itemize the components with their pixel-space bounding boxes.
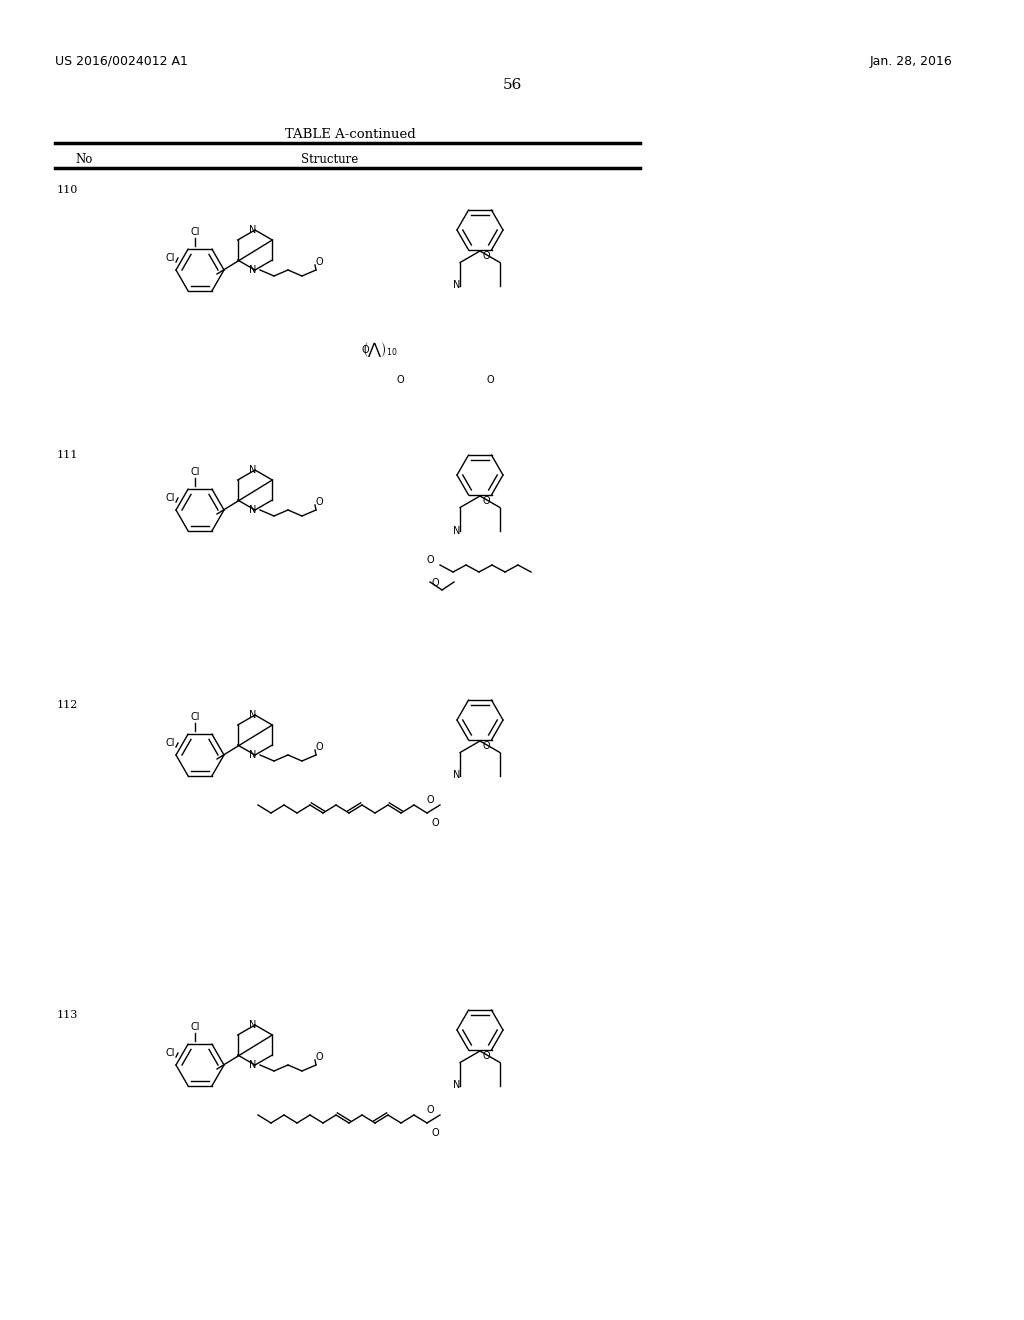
Text: N: N <box>249 465 257 475</box>
Text: O: O <box>315 742 323 752</box>
Text: Cl: Cl <box>165 738 175 748</box>
Text: N: N <box>249 224 257 235</box>
Text: N: N <box>249 265 257 275</box>
Text: O: O <box>482 251 489 261</box>
Text: O: O <box>431 578 439 587</box>
Text: Cl: Cl <box>190 467 200 477</box>
Text: O: O <box>486 375 494 385</box>
Text: N: N <box>454 525 461 536</box>
Text: N: N <box>249 710 257 719</box>
Text: 112: 112 <box>57 700 79 710</box>
Text: Cl: Cl <box>190 1022 200 1032</box>
Text: O: O <box>482 496 489 506</box>
Text: 110: 110 <box>57 185 79 195</box>
Text: No: No <box>75 153 92 166</box>
Text: N: N <box>249 506 257 515</box>
Text: 111: 111 <box>57 450 79 459</box>
Text: O: O <box>426 795 434 805</box>
Text: N: N <box>249 1020 257 1030</box>
Text: O: O <box>315 1052 323 1063</box>
Text: Cl: Cl <box>190 711 200 722</box>
Text: O: O <box>396 375 403 385</box>
Text: N: N <box>249 750 257 760</box>
Text: Structure: Structure <box>301 153 358 166</box>
Text: Cl: Cl <box>165 253 175 263</box>
Text: 113: 113 <box>57 1010 79 1020</box>
Text: N: N <box>454 281 461 290</box>
Text: O: O <box>426 554 434 565</box>
Text: 56: 56 <box>503 78 521 92</box>
Text: N: N <box>249 1060 257 1071</box>
Text: TABLE A-continued: TABLE A-continued <box>285 128 416 141</box>
Text: N: N <box>454 1081 461 1090</box>
Text: $\left(\bigwedge\right)_{10}$: $\left(\bigwedge\right)_{10}$ <box>362 341 397 359</box>
Text: O: O <box>315 257 323 267</box>
Text: O: O <box>431 818 439 828</box>
Text: O: O <box>361 345 369 355</box>
Text: O: O <box>482 741 489 751</box>
Text: O: O <box>482 1051 489 1061</box>
Text: N: N <box>454 771 461 780</box>
Text: O: O <box>431 1129 439 1138</box>
Text: O: O <box>315 498 323 507</box>
Text: US 2016/0024012 A1: US 2016/0024012 A1 <box>55 55 187 69</box>
Text: Cl: Cl <box>190 227 200 238</box>
Text: Cl: Cl <box>165 492 175 503</box>
Text: Jan. 28, 2016: Jan. 28, 2016 <box>870 55 952 69</box>
Text: Cl: Cl <box>165 1048 175 1059</box>
Text: O: O <box>426 1105 434 1115</box>
